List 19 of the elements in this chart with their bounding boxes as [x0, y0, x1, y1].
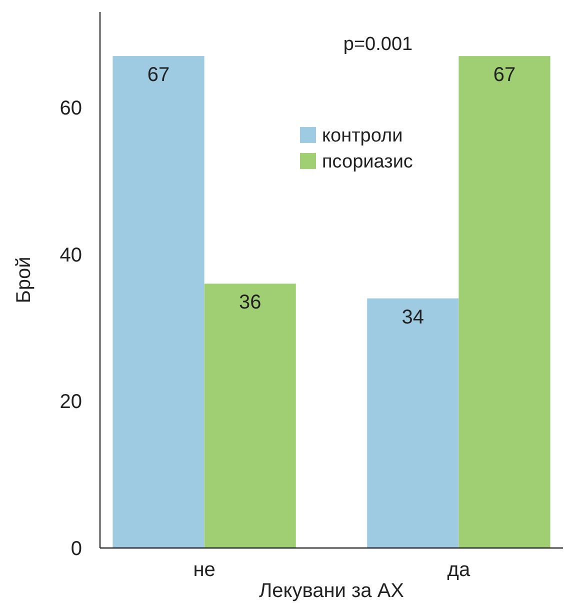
data-label: 34 — [402, 306, 424, 328]
legend-label: псориазис — [322, 152, 413, 173]
bar — [367, 298, 459, 548]
annotation: p=0.001 — [343, 34, 413, 55]
data-label: 67 — [147, 64, 170, 86]
x-axis-title: Лекувани за АХ — [258, 580, 404, 602]
data-label: 36 — [238, 292, 262, 314]
y-tick-label: 20 — [60, 391, 82, 414]
x-tick-label: не — [193, 559, 216, 581]
bar — [112, 56, 204, 548]
legend-label: контроли — [322, 126, 403, 147]
bar — [458, 56, 550, 548]
bar — [204, 284, 296, 548]
data-label: 67 — [493, 64, 516, 86]
y-axis-title: Брой — [13, 256, 35, 304]
x-tick-label: да — [447, 559, 471, 581]
y-tick-label: 40 — [60, 244, 82, 266]
y-tick-label: 0 — [70, 538, 82, 560]
y-tick-label: 60 — [60, 97, 82, 120]
